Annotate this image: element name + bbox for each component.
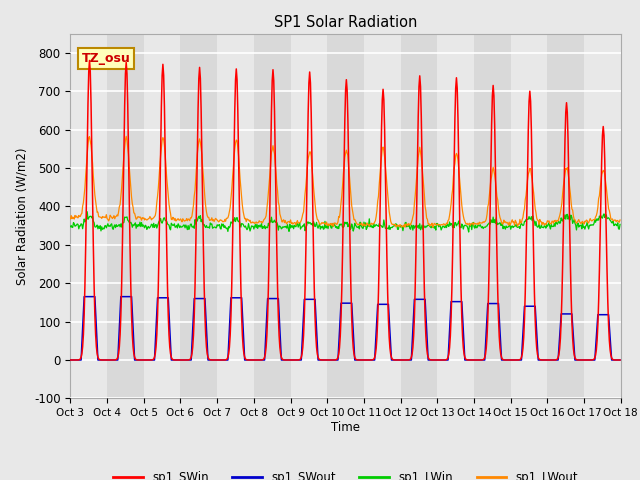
sp1_LWout [616, 217, 624, 223]
sp1_SWin [429, 357, 436, 363]
sp1_LWout [77, 214, 84, 219]
sp1_LWin [465, 229, 472, 235]
sp1_LWin [616, 221, 624, 227]
sp1_LWin [413, 225, 420, 230]
sp1_SWin [86, 58, 93, 63]
X-axis label: Time: Time [331, 421, 360, 434]
sp1_SWout [77, 357, 84, 363]
sp1_LWout [189, 203, 197, 208]
sp1_SWout [429, 357, 436, 363]
sp1_LWin [77, 223, 84, 229]
sp1_SWout [219, 357, 227, 363]
sp1_SWin [616, 357, 624, 363]
sp1_LWout [429, 223, 437, 228]
sp1_LWin [83, 209, 91, 215]
sp1_LWout [219, 219, 227, 225]
Y-axis label: Solar Radiation (W/m2): Solar Radiation (W/m2) [15, 147, 29, 285]
sp1_LWout [122, 133, 130, 139]
sp1_LWout [67, 216, 74, 222]
sp1_LWin [189, 223, 197, 229]
Bar [474, 34, 511, 398]
Bar [327, 34, 364, 398]
sp1_SWin [77, 356, 84, 362]
sp1_SWin [67, 357, 74, 363]
sp1_SWout [81, 294, 88, 300]
sp1_LWin [67, 224, 74, 229]
sp1_SWin [189, 332, 197, 338]
sp1_SWin [134, 357, 141, 363]
sp1_LWin [134, 224, 141, 229]
Line: sp1_SWout: sp1_SWout [70, 297, 620, 360]
sp1_SWin [219, 357, 227, 363]
sp1_SWout [616, 357, 624, 363]
sp1_SWout [189, 311, 197, 317]
sp1_SWout [67, 357, 74, 363]
sp1_LWout [134, 214, 141, 220]
sp1_LWout [413, 173, 420, 179]
Bar [547, 34, 584, 398]
Bar [107, 34, 144, 398]
Title: SP1 Solar Radiation: SP1 Solar Radiation [274, 15, 417, 30]
sp1_SWin [413, 204, 420, 210]
Text: TZ_osu: TZ_osu [81, 52, 130, 65]
Line: sp1_SWin: sp1_SWin [70, 60, 620, 360]
Legend: sp1_SWin, sp1_SWout, sp1_LWin, sp1_LWout: sp1_SWin, sp1_SWout, sp1_LWin, sp1_LWout [108, 466, 583, 480]
Line: sp1_LWout: sp1_LWout [70, 136, 620, 228]
Line: sp1_LWin: sp1_LWin [70, 212, 620, 232]
Bar [254, 34, 291, 398]
sp1_SWout [134, 357, 141, 363]
sp1_LWin [429, 225, 436, 230]
sp1_LWin [219, 223, 227, 229]
Bar [401, 34, 437, 398]
Bar [180, 34, 217, 398]
sp1_SWout [413, 297, 420, 302]
sp1_LWout [429, 225, 436, 230]
